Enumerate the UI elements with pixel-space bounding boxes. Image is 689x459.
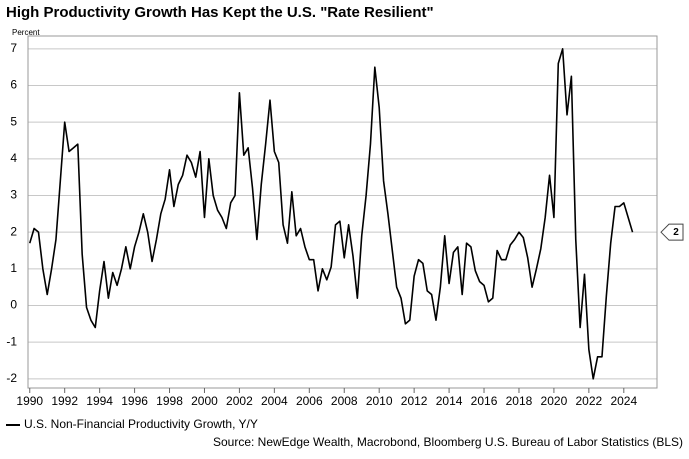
last-value-callout <box>660 223 684 241</box>
x-tick-label: 1992 <box>51 394 78 408</box>
x-tick-label: 2020 <box>541 394 568 408</box>
last-value-label: 2 <box>673 227 679 238</box>
x-tick-label: 2008 <box>331 394 358 408</box>
y-tick-label: 1 <box>10 261 17 275</box>
x-tick-label: 2012 <box>401 394 428 408</box>
y-unit: Percent <box>12 28 40 37</box>
source: Source: NewEdge Wealth, Macrobond, Bloom… <box>213 435 683 449</box>
y-tick-label: 4 <box>10 151 17 165</box>
legend-label: U.S. Non-Financial Productivity Growth, … <box>24 417 258 431</box>
x-tick-label: 2018 <box>506 394 533 408</box>
x-tick-label: 1996 <box>121 394 148 408</box>
plot-frame <box>27 35 658 389</box>
chart-title: High Productivity Growth Has Kept the U.… <box>6 4 434 21</box>
x-tick-label: 2004 <box>261 394 288 408</box>
series-line <box>28 48 634 380</box>
y-tick-label: 0 <box>10 298 17 312</box>
x-tick-label: 1994 <box>86 394 113 408</box>
x-tick-label: 1998 <box>156 394 183 408</box>
x-tick-label: 2014 <box>436 394 463 408</box>
y-tick-label: 2 <box>10 224 17 238</box>
x-tick-label: 2016 <box>471 394 498 408</box>
y-tick-label: 5 <box>10 114 17 128</box>
y-tick-label: -1 <box>6 334 17 348</box>
x-tick-label: 2022 <box>576 394 603 408</box>
y-tick-label: 6 <box>10 78 17 92</box>
x-tick-label: 2006 <box>296 394 323 408</box>
x-tick-label: 2002 <box>226 394 253 408</box>
y-tick-label: -2 <box>6 371 17 385</box>
x-tick-label: 2024 <box>610 394 637 408</box>
x-tick-label: 1990 <box>16 394 43 408</box>
x-tick-label: 2010 <box>366 394 393 408</box>
y-tick-label: 3 <box>10 188 17 202</box>
x-tick-label: 2000 <box>191 394 218 408</box>
y-tick-label: 7 <box>10 41 17 55</box>
